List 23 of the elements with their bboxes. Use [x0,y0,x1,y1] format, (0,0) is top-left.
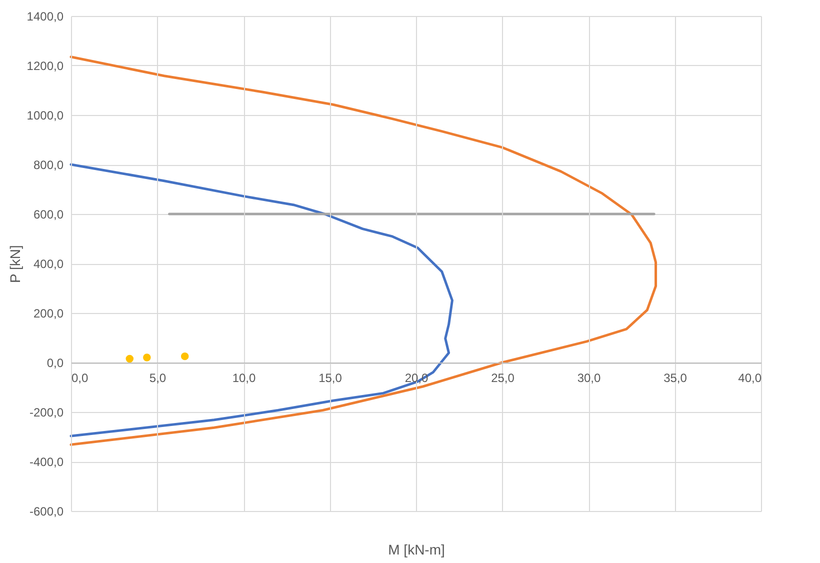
y-tick-label: 200,0 [33,306,64,320]
y-tick-label: 1400,0 [26,10,64,24]
y-tick-label: 800,0 [33,158,64,172]
y-tick-label: 1000,0 [26,108,64,122]
y-tick-label: 600,0 [33,208,64,222]
line-series [70,163,454,438]
x-tick-label: 5,0 [149,371,166,385]
x-tick-label: 15,0 [318,371,342,385]
y-tick-label: -600,0 [29,504,64,518]
x-axis-title: M [kN-m] [388,542,445,558]
x-tick-label: 25,0 [491,371,515,385]
y-tick-label: -400,0 [29,455,64,469]
x-tick-label: 40,0 [738,371,762,385]
x-tick-label: 35,0 [664,371,688,385]
y-tick-label: 1200,0 [26,59,64,73]
y-tick-label: -200,0 [29,406,64,420]
x-tick-label: 10,0 [232,371,256,385]
y-tick-label: 0,0 [46,356,64,370]
x-tick-label: 30,0 [577,371,601,385]
x-tick-label: 0,0 [72,371,89,385]
line-series [70,56,658,446]
y-axis-title: P [kN] [6,245,23,283]
y-tick-label: 400,0 [33,257,64,271]
